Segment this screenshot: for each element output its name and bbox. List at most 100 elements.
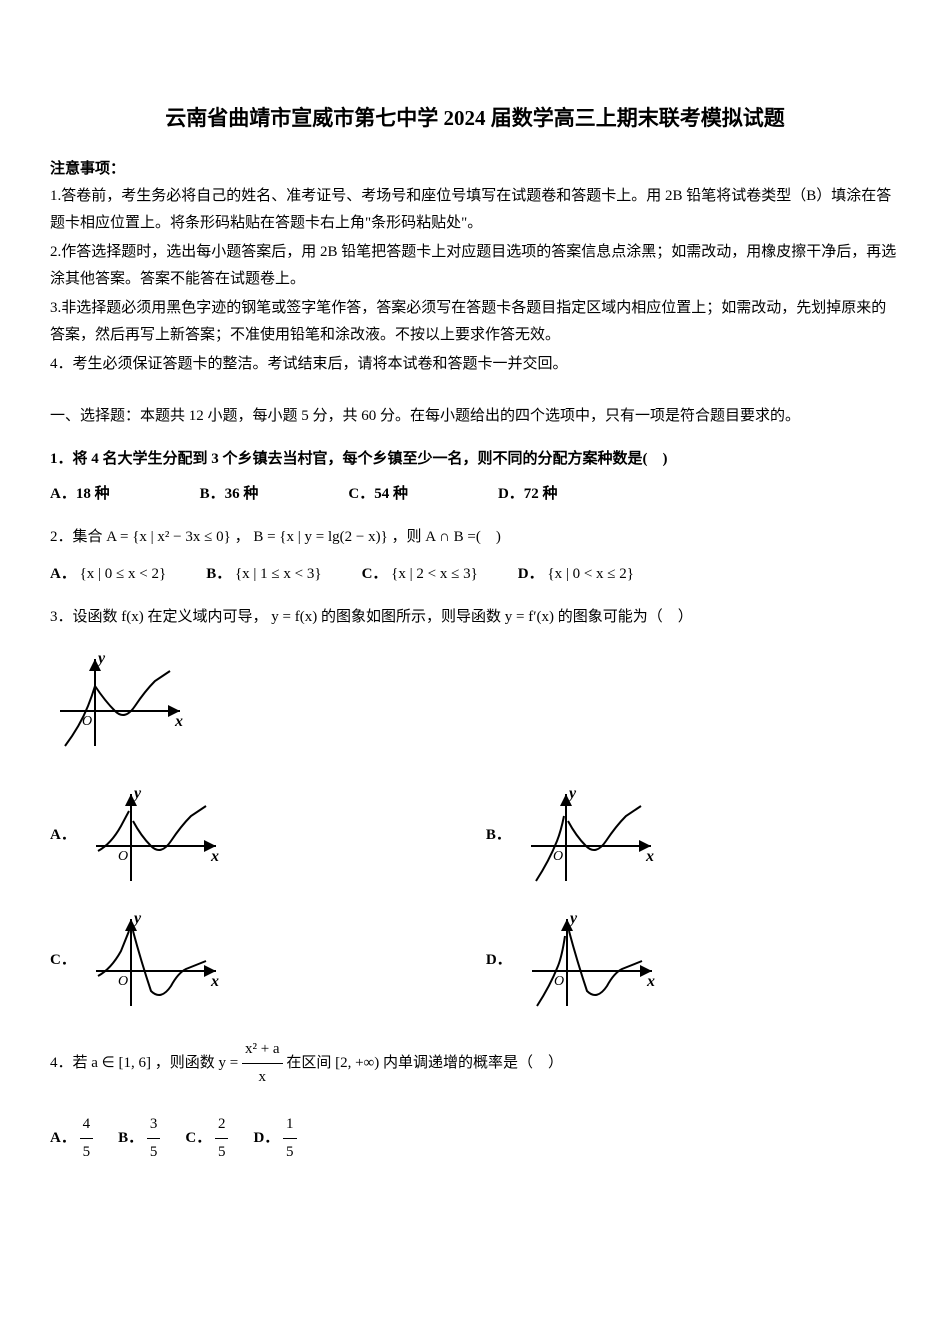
q1-option-a: A．18 种 xyxy=(50,481,110,508)
graph-d-svg: y x O xyxy=(522,911,662,1011)
q2-b-label: B． xyxy=(206,566,231,582)
q2-set-b: B = {x | y = lg(2 − x)} xyxy=(253,529,387,545)
q3-mid1: 在定义域内可导， xyxy=(148,609,268,625)
q3-c-label: C． xyxy=(50,947,76,974)
q1-option-c: C．54 种 xyxy=(348,481,408,508)
question-1: 1．将 4 名大学生分配到 3 个乡镇去当村官，每个乡镇至少一名，则不同的分配方… xyxy=(50,446,900,473)
q2-d-label: D． xyxy=(518,566,544,582)
notice-item: 4．考生必须保证答题卡的整洁。考试结束后，请将本试卷和答题卡一并交回。 xyxy=(50,351,900,378)
q3-d-label: D． xyxy=(486,947,512,974)
q2-option-b: B． {x | 1 ≤ x < 3} xyxy=(206,561,321,588)
q2-option-d: D． {x | 0 < x ≤ 2} xyxy=(518,561,634,588)
q4-c-label: C． xyxy=(185,1130,211,1146)
q3-row-cd: C． y x O D． y x O xyxy=(50,911,900,1011)
q4-mid: ，则函数 xyxy=(155,1055,215,1071)
q4-c-den: 5 xyxy=(215,1139,229,1166)
q2-a-val: {x | 0 ≤ x < 2} xyxy=(80,566,167,582)
q2-c-val: {x | 2 < x ≤ 3} xyxy=(391,566,478,582)
q4-d-label: D． xyxy=(253,1130,279,1146)
q4-b-num: 3 xyxy=(147,1111,161,1139)
q2-prefix: 2．集合 xyxy=(50,529,103,545)
q4-d-frac: 1 5 xyxy=(283,1111,297,1166)
q2-options: A． {x | 0 ≤ x < 2} B． {x | 1 ≤ x < 3} C．… xyxy=(50,561,900,588)
svg-text:O: O xyxy=(553,849,563,864)
q4-func-num: x² + a xyxy=(242,1036,283,1064)
q3-yfx: y = f(x) xyxy=(271,609,317,625)
svg-text:y: y xyxy=(96,651,106,667)
q3-fx: f(x) xyxy=(121,609,144,625)
q2-d-val: {x | 0 < x ≤ 2} xyxy=(547,566,634,582)
q3-suffix: 的图象可能为（ ） xyxy=(558,609,693,625)
q3-option-b: B． y x O xyxy=(486,786,661,886)
notice-item: 1.答卷前，考生务必将自己的姓名、准考证号、考场号和座位号填写在试题卷和答题卡上… xyxy=(50,183,900,237)
svg-text:y: y xyxy=(568,911,578,927)
q4-option-c: C． 2 5 xyxy=(185,1111,228,1166)
question-2: 2．集合 A = {x | x² − 3x ≤ 0} ， B = {x | y … xyxy=(50,524,900,551)
svg-text:O: O xyxy=(118,849,128,864)
q2-sep: ， xyxy=(235,529,250,545)
q2-option-c: C． {x | 2 < x ≤ 3} xyxy=(362,561,478,588)
q2-a-label: A． xyxy=(50,566,76,582)
q4-option-a: A． 4 5 xyxy=(50,1111,93,1166)
svg-text:y: y xyxy=(132,911,142,927)
graph-c-svg: y x O xyxy=(86,911,226,1011)
q4-a-num: 4 xyxy=(80,1111,94,1139)
q4-func-lhs: y = xyxy=(219,1055,239,1071)
svg-text:x: x xyxy=(645,848,654,865)
svg-text:x: x xyxy=(646,973,655,990)
q1-option-d: D．72 种 xyxy=(498,481,558,508)
q4-d-num: 1 xyxy=(283,1111,297,1139)
notice-title: 注意事项： xyxy=(50,156,900,183)
q4-option-d: D． 1 5 xyxy=(253,1111,296,1166)
q1-options: A．18 种 B．36 种 C．54 种 D．72 种 xyxy=(50,481,900,508)
q3-option-a: A． y x O xyxy=(50,786,226,886)
q1-option-b: B．36 种 xyxy=(200,481,259,508)
svg-text:O: O xyxy=(554,974,564,989)
q4-c-num: 2 xyxy=(215,1111,229,1139)
q4-d-den: 5 xyxy=(283,1139,297,1166)
q4-b-frac: 3 5 xyxy=(147,1111,161,1166)
q4-c-frac: 2 5 xyxy=(215,1111,229,1166)
q4-prefix: 4．若 xyxy=(50,1055,88,1071)
q3-yfpx: y = f′(x) xyxy=(505,609,554,625)
question-4: 4．若 a ∈ [1, 6] ，则函数 y = x² + a x 在区间 [2,… xyxy=(50,1036,900,1091)
svg-text:y: y xyxy=(567,786,577,802)
q3-option-d: D． y x O xyxy=(486,911,662,1011)
q4-b-label: B． xyxy=(118,1130,143,1146)
q2-set-a: A = {x | x² − 3x ≤ 0} xyxy=(106,529,231,545)
q4-a-frac: 4 5 xyxy=(80,1111,94,1166)
q3-option-c: C． y x O xyxy=(50,911,226,1011)
svg-text:O: O xyxy=(118,974,128,989)
page-title: 云南省曲靖市宣威市第七中学 2024 届数学高三上期末联考模拟试题 xyxy=(50,100,900,138)
section-header: 一、选择题：本题共 12 小题，每小题 5 分，共 60 分。在每小题给出的四个… xyxy=(50,403,900,430)
notice-item: 2.作答选择题时，选出每小题答案后，用 2B 铅笔把答题卡上对应题目选项的答案信… xyxy=(50,239,900,293)
question-3: 3．设函数 f(x) 在定义域内可导， y = f(x) 的图象如图所示，则导函… xyxy=(50,604,900,631)
q4-func-den: x xyxy=(242,1064,283,1091)
q4-a-label: A． xyxy=(50,1130,76,1146)
q4-options: A． 4 5 B． 3 5 C． 2 5 D． 1 5 xyxy=(50,1111,900,1166)
q2-suffix: ，则 A ∩ B =( ) xyxy=(392,529,501,545)
q3-prefix: 3．设函数 xyxy=(50,609,118,625)
q4-b-den: 5 xyxy=(147,1139,161,1166)
q2-b-val: {x | 1 ≤ x < 3} xyxy=(235,566,322,582)
q3-b-label: B． xyxy=(486,822,511,849)
svg-text:y: y xyxy=(132,786,142,802)
q4-a-den: 5 xyxy=(80,1139,94,1166)
svg-text:x: x xyxy=(210,848,219,865)
q4-cond: a ∈ [1, 6] xyxy=(91,1055,151,1071)
q3-a-label: A． xyxy=(50,822,76,849)
q4-option-b: B． 3 5 xyxy=(118,1111,160,1166)
graph-stem-svg: y x O xyxy=(50,651,190,751)
q4-func-frac: x² + a x xyxy=(242,1036,283,1091)
notice-item: 3.非选择题必须用黑色字迹的钢笔或签字笔作答，答案必须写在答题卡各题目指定区域内… xyxy=(50,295,900,349)
q2-option-a: A． {x | 0 ≤ x < 2} xyxy=(50,561,166,588)
svg-text:x: x xyxy=(174,713,183,730)
graph-a-svg: y x O xyxy=(86,786,226,886)
q3-stem-graph: y x O xyxy=(50,651,900,761)
q2-c-label: C． xyxy=(362,566,388,582)
q4-interval: 在区间 [2, +∞) 内单调递增的概率是（ ） xyxy=(286,1055,563,1071)
graph-b-svg: y x O xyxy=(521,786,661,886)
q3-row-ab: A． y x O B． y x O xyxy=(50,786,900,886)
svg-text:x: x xyxy=(210,973,219,990)
q3-mid2: 的图象如图所示，则导函数 xyxy=(321,609,501,625)
